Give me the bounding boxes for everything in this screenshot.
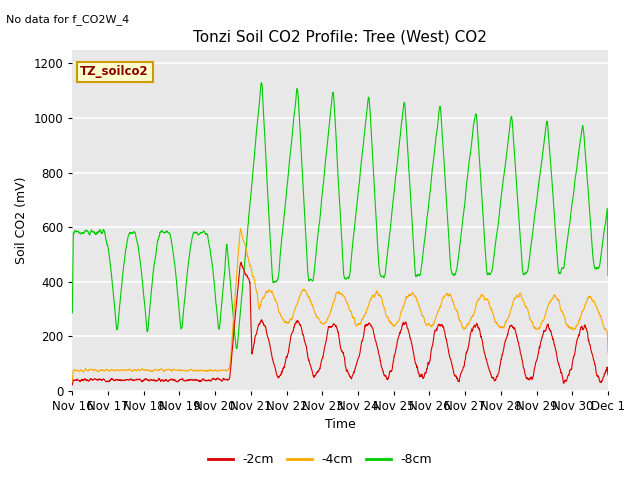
Text: TZ_soilco2: TZ_soilco2 [81,65,149,78]
Title: Tonzi Soil CO2 Profile: Tree (West) CO2: Tonzi Soil CO2 Profile: Tree (West) CO2 [193,29,487,44]
Legend: -2cm, -4cm, -8cm: -2cm, -4cm, -8cm [203,448,437,471]
Text: No data for f_CO2W_4: No data for f_CO2W_4 [6,14,130,25]
Y-axis label: Soil CO2 (mV): Soil CO2 (mV) [15,177,28,264]
X-axis label: Time: Time [324,419,356,432]
